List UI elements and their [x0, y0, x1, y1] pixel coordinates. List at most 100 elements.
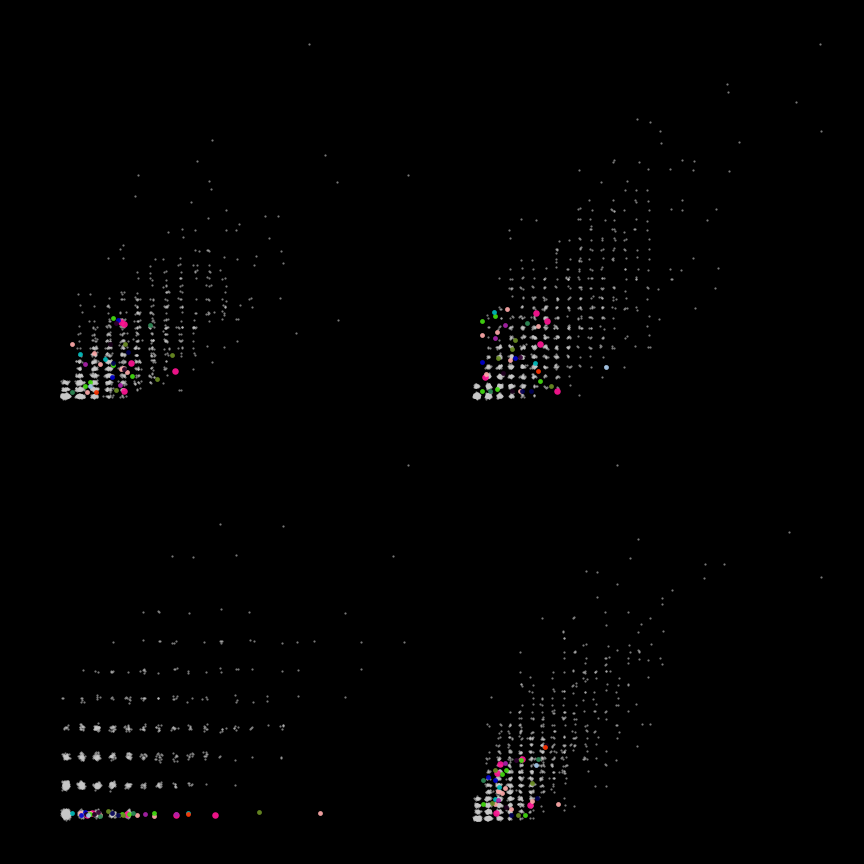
Point [481, 389, 495, 403]
Point [493, 369, 507, 383]
Point [83, 806, 97, 820]
Point [60, 388, 74, 402]
Point [90, 809, 104, 823]
Point [61, 806, 75, 820]
Point [56, 389, 70, 403]
Point [105, 689, 119, 703]
Point [120, 778, 134, 791]
Point [115, 360, 129, 374]
Point [540, 299, 554, 313]
Point [470, 810, 484, 823]
Point [90, 807, 104, 821]
Point [634, 618, 648, 632]
Point [469, 812, 483, 826]
Point [60, 778, 73, 791]
Point [472, 811, 486, 825]
Point [490, 778, 504, 791]
Point [471, 810, 485, 824]
Point [86, 389, 100, 403]
Point [535, 745, 549, 759]
Point [516, 379, 530, 393]
Point [73, 389, 86, 403]
Point [105, 377, 118, 391]
Point [76, 390, 90, 403]
Point [59, 809, 73, 823]
Point [471, 387, 485, 401]
Point [89, 383, 103, 397]
Point [516, 330, 530, 344]
Point [512, 772, 526, 785]
Point [495, 390, 509, 403]
Point [483, 811, 497, 825]
Point [92, 776, 106, 790]
Point [88, 368, 102, 382]
Point [515, 732, 529, 746]
Point [60, 778, 73, 791]
Point [215, 724, 229, 738]
Point [470, 811, 484, 825]
Point [117, 341, 130, 355]
Point [480, 791, 494, 804]
Point [73, 341, 87, 355]
Point [605, 203, 619, 217]
Point [101, 369, 115, 383]
Point [597, 311, 611, 325]
Point [60, 809, 73, 823]
Point [480, 388, 494, 402]
Point [90, 779, 104, 793]
Point [75, 804, 89, 818]
Point [91, 807, 105, 821]
Point [492, 811, 505, 825]
Point [61, 805, 75, 819]
Point [480, 380, 494, 394]
Point [491, 810, 505, 824]
Point [59, 804, 73, 817]
Point [482, 810, 496, 824]
Point [60, 778, 74, 792]
Point [547, 684, 561, 698]
Point [484, 386, 498, 400]
Point [75, 369, 89, 383]
Point [59, 390, 73, 403]
Point [118, 286, 131, 300]
Point [260, 689, 274, 703]
Point [491, 798, 505, 812]
Point [516, 378, 530, 391]
Point [493, 302, 507, 315]
Point [58, 807, 72, 821]
Point [105, 804, 118, 817]
Point [72, 805, 86, 819]
Point [468, 389, 482, 403]
Point [58, 389, 72, 403]
Point [513, 746, 527, 759]
Point [555, 683, 569, 697]
Point [160, 354, 174, 368]
Point [76, 778, 90, 792]
Point [102, 354, 116, 368]
Point [59, 806, 73, 820]
Point [60, 808, 74, 822]
Point [612, 726, 626, 740]
Point [513, 792, 527, 806]
Point [106, 808, 120, 822]
Point [480, 804, 493, 818]
Point [504, 785, 518, 799]
Point [479, 797, 492, 811]
Point [83, 367, 97, 381]
Point [72, 377, 86, 391]
Point [121, 664, 135, 678]
Point [481, 379, 495, 393]
Point [572, 321, 586, 334]
Point [60, 808, 74, 822]
Point [55, 806, 69, 820]
Point [480, 378, 493, 391]
Point [537, 750, 551, 764]
Point [482, 389, 496, 403]
Point [480, 805, 494, 819]
Point [130, 348, 144, 362]
Point [569, 718, 582, 732]
Point [131, 334, 145, 348]
Point [59, 805, 73, 819]
Point [60, 805, 73, 819]
Point [105, 361, 118, 375]
